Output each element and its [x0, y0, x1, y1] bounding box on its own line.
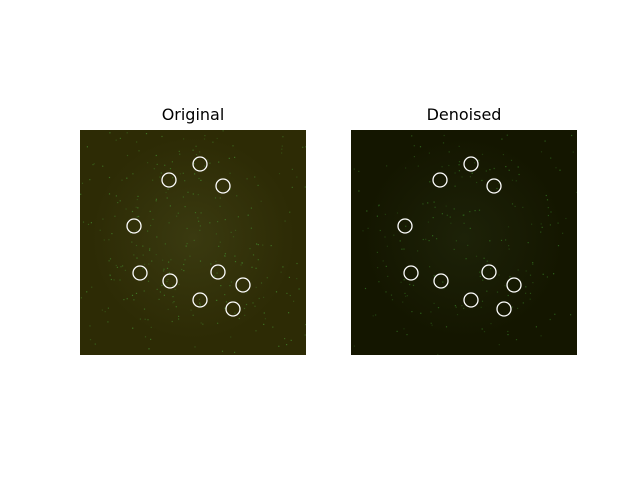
detection-marker — [192, 292, 208, 308]
detection-marker — [486, 178, 502, 194]
detection-marker — [225, 301, 241, 317]
image-denoised — [351, 130, 577, 355]
detection-marker — [403, 265, 419, 281]
detection-marker — [432, 172, 448, 188]
detection-marker — [463, 156, 479, 172]
detection-marker — [192, 156, 208, 172]
panel-title-denoised: Denoised — [426, 105, 502, 124]
panel-original: Original — [80, 100, 306, 355]
image-original-canvas — [80, 130, 306, 355]
detection-marker — [162, 273, 178, 289]
image-denoised-canvas — [351, 130, 577, 355]
image-background — [351, 130, 577, 355]
detection-marker — [481, 264, 497, 280]
speckle-noise — [80, 130, 306, 353]
detection-marker — [433, 273, 449, 289]
panel-title-original: Original — [161, 105, 225, 124]
speckle-noise — [353, 134, 577, 355]
detection-marker — [506, 277, 522, 293]
detection-marker — [235, 277, 251, 293]
detection-marker — [126, 218, 142, 234]
detection-marker — [132, 265, 148, 281]
detection-marker — [210, 264, 226, 280]
detection-marker — [215, 178, 231, 194]
detection-marker — [496, 301, 512, 317]
panel-denoised: Denoised — [351, 100, 577, 355]
detection-marker — [397, 218, 413, 234]
image-original — [80, 130, 306, 355]
detection-marker — [463, 292, 479, 308]
image-background — [80, 130, 306, 355]
detection-marker — [161, 172, 177, 188]
